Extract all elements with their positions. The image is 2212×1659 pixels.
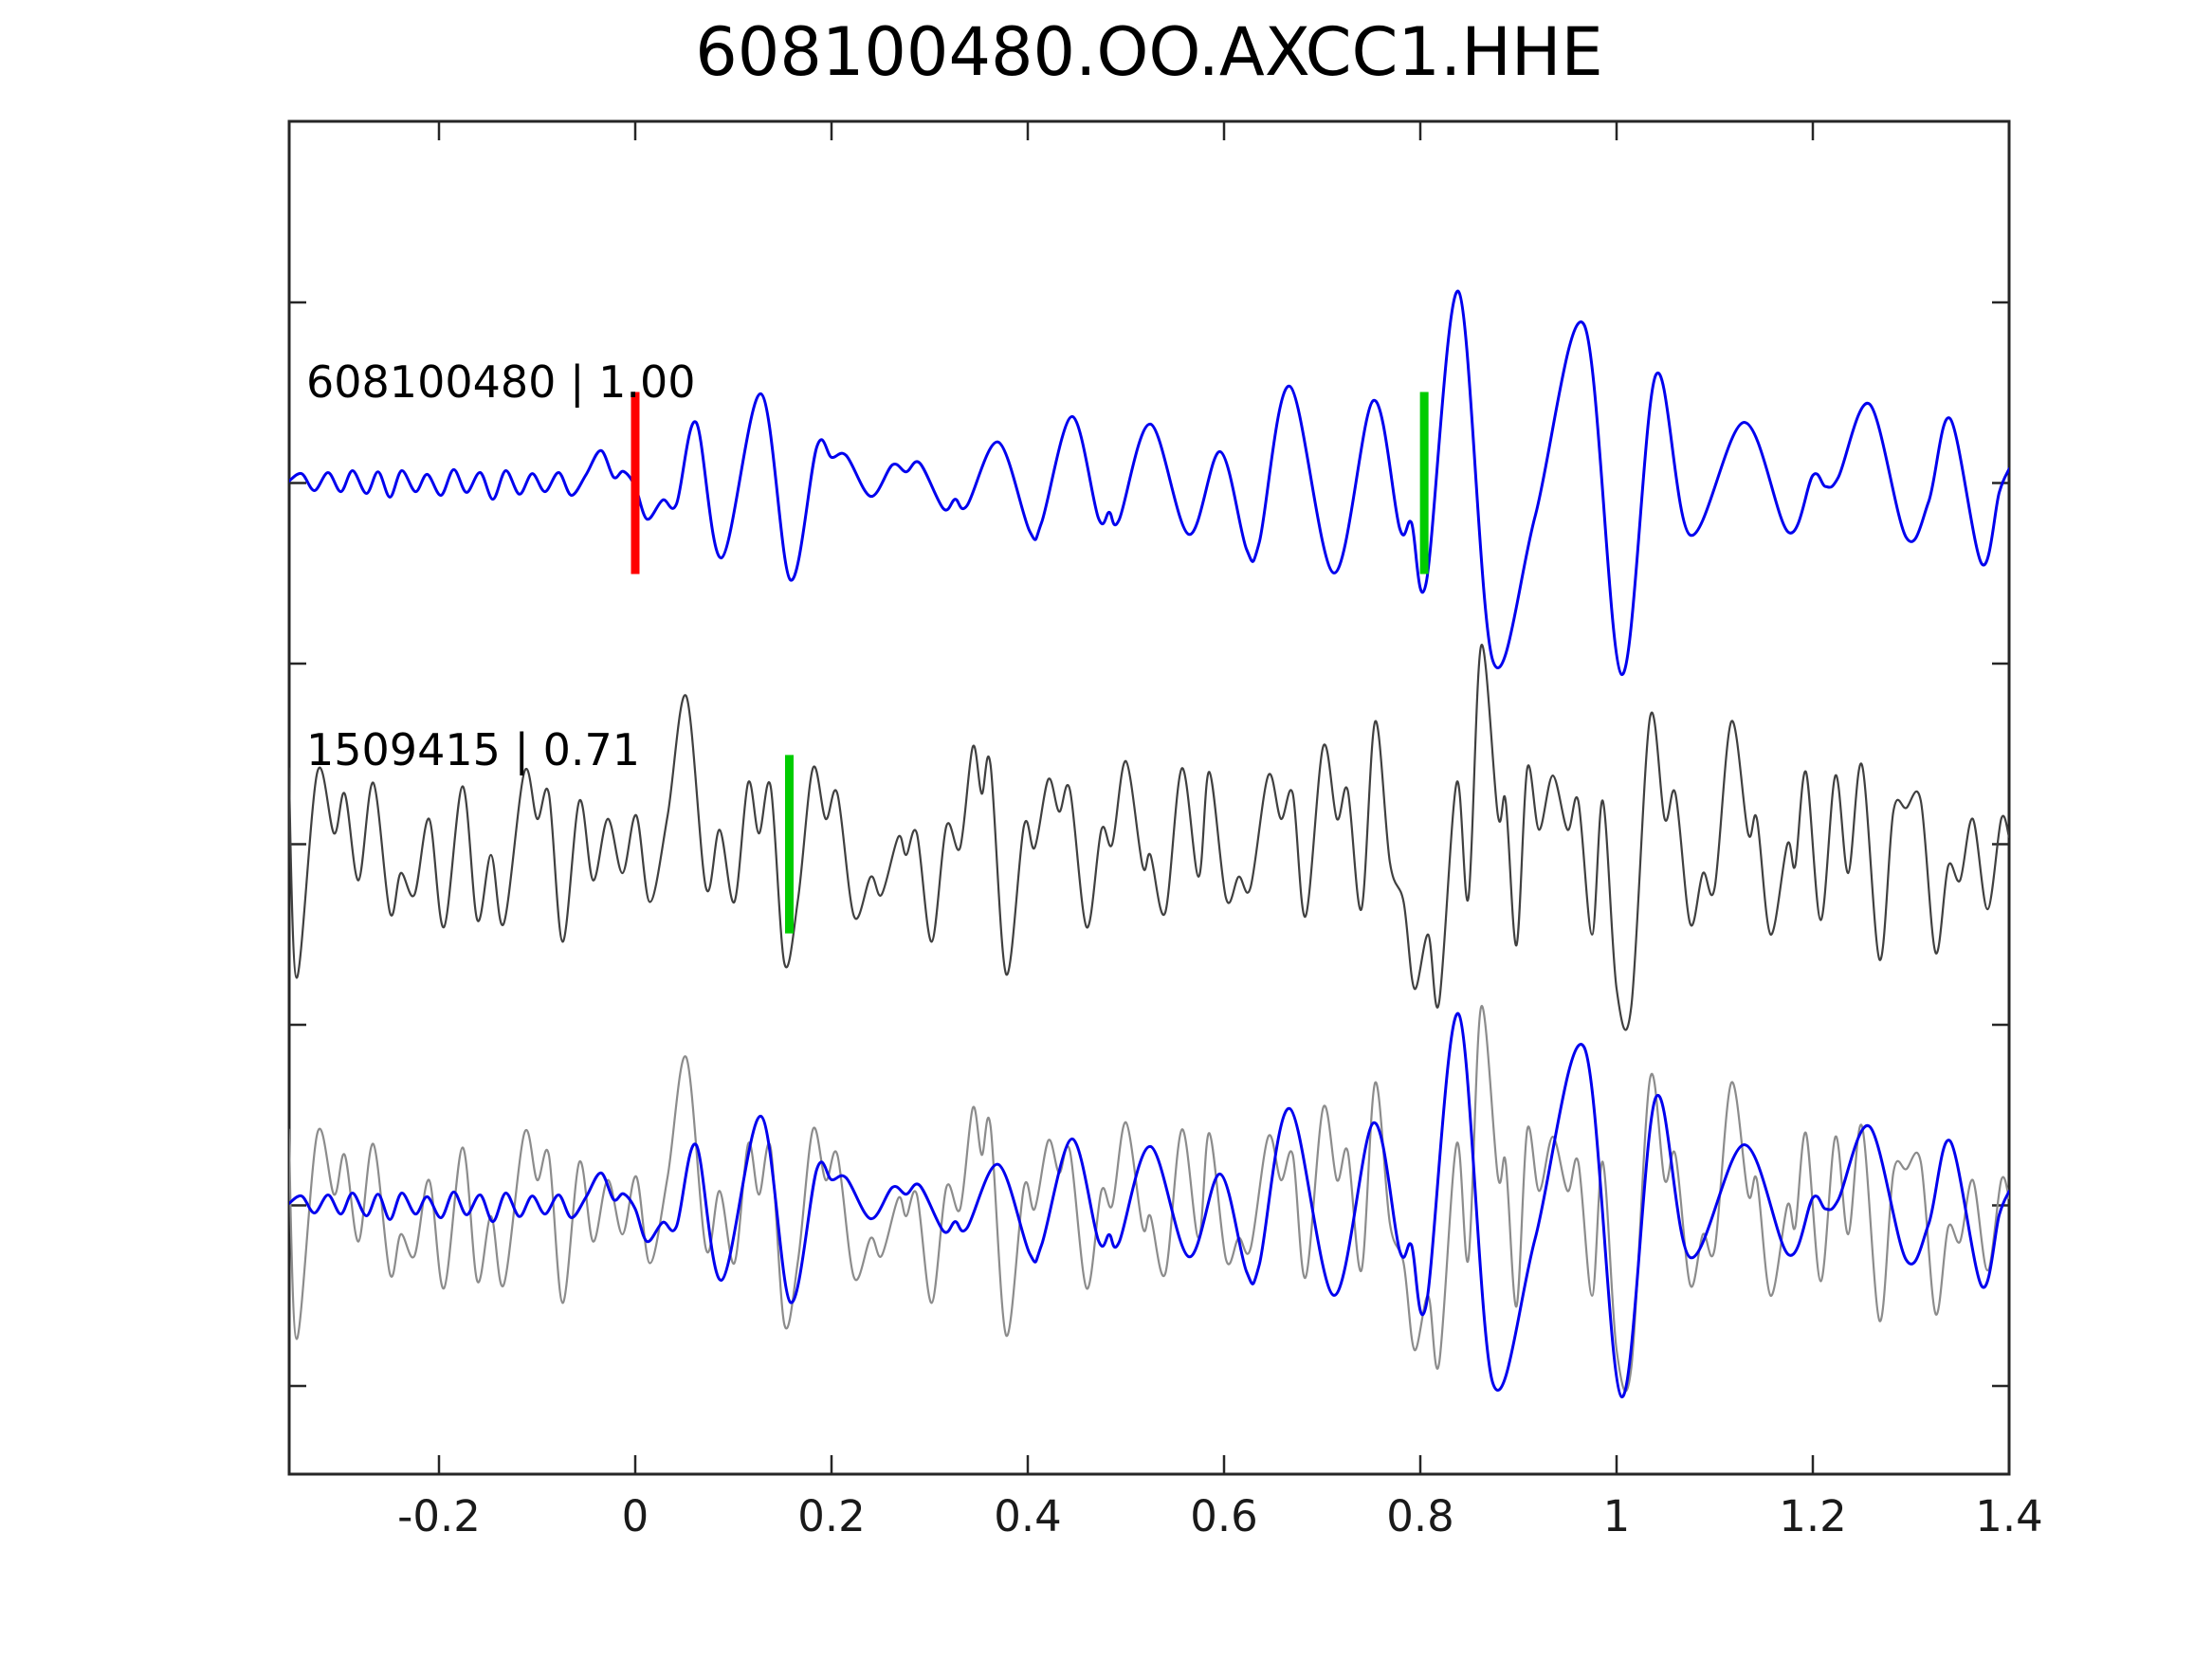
trace-path-608100480 xyxy=(289,290,2009,676)
trace-label-detection: 1509415 | 0.71 xyxy=(306,724,641,775)
figure-title: 608100480.OO.AXCC1.HHE xyxy=(695,13,1603,91)
detection-pick-green xyxy=(784,755,794,934)
trace-path-1509415 xyxy=(289,644,2009,1031)
x-tick-label: 0 xyxy=(621,1491,649,1541)
x-tick-label: 0.4 xyxy=(994,1491,1062,1541)
x-tick-label: 1 xyxy=(1602,1491,1631,1541)
x-tick-label: 1.4 xyxy=(1975,1491,2043,1541)
x-tick-label: 0.6 xyxy=(1190,1491,1258,1541)
x-tick-label: 1.2 xyxy=(1779,1491,1847,1541)
x-tick-label: 0.8 xyxy=(1386,1491,1454,1541)
x-tick-label: 0.2 xyxy=(797,1491,866,1541)
trace-label-template: 608100480 | 1.00 xyxy=(306,356,696,408)
template-pick-red xyxy=(631,392,640,574)
trace-path-overlay-template xyxy=(289,1012,2009,1398)
template-pick-green xyxy=(1419,392,1429,574)
trace-path-overlay-detection xyxy=(289,1005,2009,1393)
axes-box xyxy=(287,119,2011,1476)
x-tick-label: -0.2 xyxy=(397,1491,481,1541)
